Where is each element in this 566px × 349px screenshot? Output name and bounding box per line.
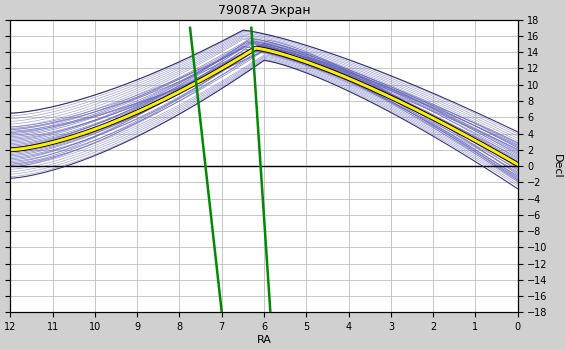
Title: 79087A Экран: 79087A Экран xyxy=(218,4,310,17)
X-axis label: RA: RA xyxy=(256,335,272,345)
Y-axis label: Decl: Decl xyxy=(552,154,562,178)
